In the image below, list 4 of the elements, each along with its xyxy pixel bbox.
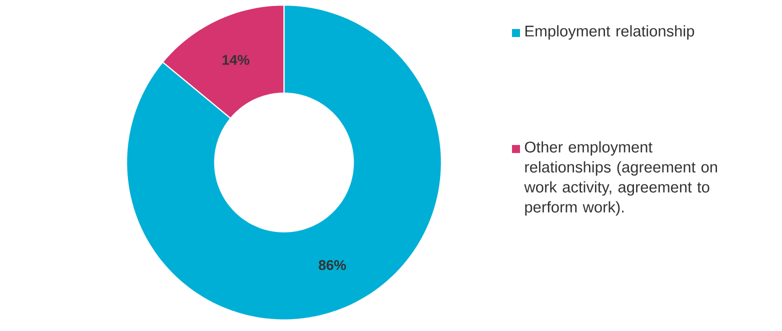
legend-label: Employment relationship: [525, 25, 694, 40]
data-label: 86%: [318, 260, 346, 270]
legend-label: Other employment relationships (agreement on work activity, agreement to perform work).: [524, 141, 717, 216]
data-label: 14%: [222, 54, 250, 65]
